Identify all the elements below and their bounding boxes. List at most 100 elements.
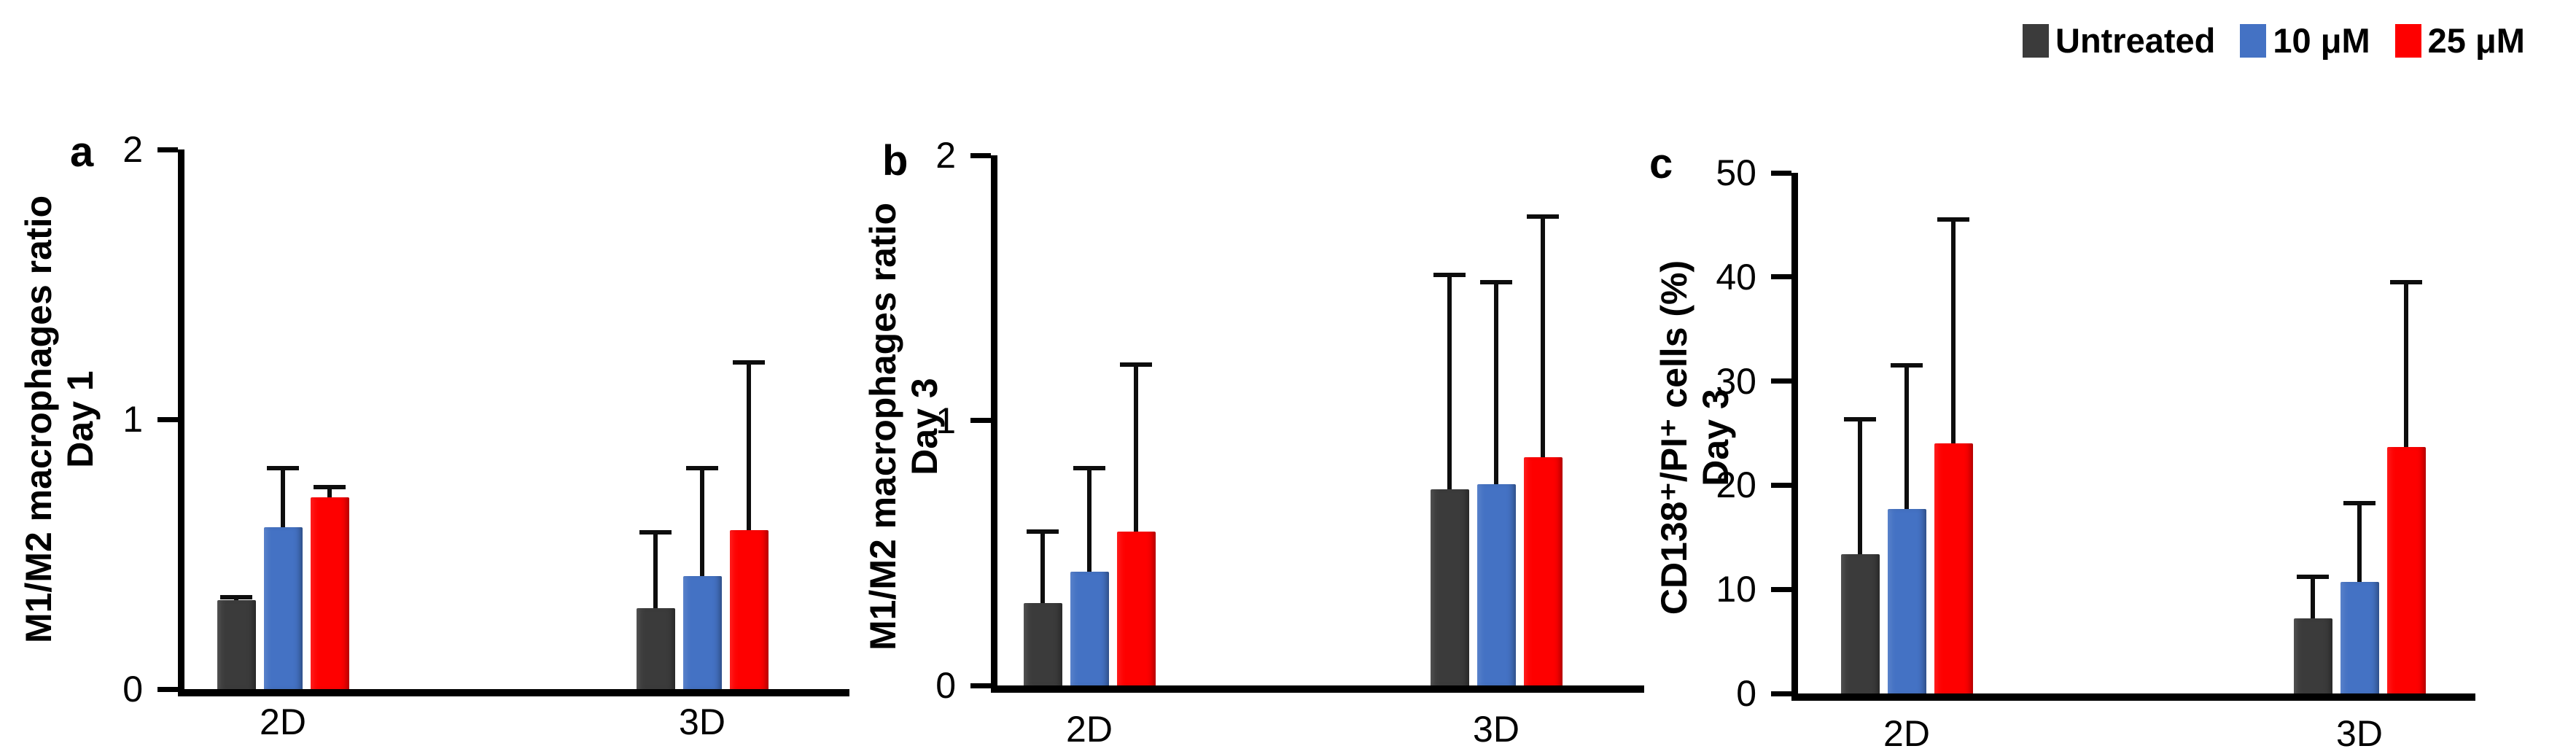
x-label-a-2D: 2D (260, 701, 306, 742)
y-tick-label-c-40: 40 (1716, 256, 1756, 298)
error-bar-cap-2D-10-μm (1891, 363, 1923, 368)
y-tick-b-1 (970, 418, 991, 423)
y-axis-title-c-line2: Day 3 (1695, 389, 1736, 486)
legend-item-25um: 25 μM (2394, 21, 2525, 60)
y-tick-c-0 (1771, 691, 1791, 696)
y-tick-label-c-50: 50 (1716, 152, 1756, 193)
y-tick-label-a-2: 2 (122, 129, 143, 170)
error-bar-cap-3D-10-μm (1480, 280, 1512, 285)
error-bar-cap-2D-10-μm (1073, 465, 1105, 470)
error-bar-cap-2D-untreated (1844, 417, 1876, 422)
y-axis-c (1791, 173, 1798, 701)
y-tick-c-30 (1771, 378, 1791, 384)
y-axis-title-b: M1/M2 macrophages ratio Day 3 (863, 203, 946, 650)
bar-3D-25-μm (2386, 446, 2426, 693)
error-bar-line-3D-25-μm (2404, 281, 2408, 447)
y-tick-label-c-30: 30 (1716, 360, 1756, 402)
error-bar-line-2D-untreated (234, 597, 238, 600)
x-label-b-2D: 2D (1066, 709, 1113, 750)
x-axis-a (178, 689, 849, 696)
y-tick-a-2 (157, 147, 178, 152)
error-bar-line-2D-untreated (1040, 532, 1045, 604)
y-tick-label-c-0: 0 (1736, 673, 1756, 714)
y-tick-c-40 (1771, 274, 1791, 280)
error-bar-cap-2D-untreated (220, 595, 252, 600)
error-bar-cap-3D-untreated (1433, 272, 1466, 277)
legend-swatch-25um-icon (2394, 23, 2421, 58)
y-axis-b (991, 155, 997, 693)
legend-item-untreated: Untreated (2023, 23, 2215, 58)
y-axis-title-a-line1: M1/M2 macrophages ratio (18, 195, 59, 644)
bar-2D-untreated (217, 599, 256, 689)
bar-2D-untreated (1023, 603, 1062, 685)
y-tick-label-c-20: 20 (1716, 465, 1756, 506)
y-tick-label-c-10: 10 (1716, 569, 1756, 610)
error-bar-cap-3D-25-μm (1527, 214, 1559, 219)
y-tick-label-b-2: 2 (935, 135, 956, 176)
error-bar-cap-3D-10-μm (686, 465, 718, 470)
error-bar-line-3D-untreated (1447, 274, 1452, 489)
y-axis-title-a: M1/M2 macrophages ratio Day 1 (18, 195, 101, 643)
legend: Untreated 10 μM 25 μM (2023, 23, 2525, 58)
y-axis-a (178, 149, 184, 696)
error-bar-cap-3D-untreated (639, 530, 672, 535)
error-bar-line-3D-10-μm (2357, 502, 2362, 583)
y-tick-label-a-1: 1 (122, 399, 143, 440)
legend-label-10um: 10 μM (2273, 21, 2370, 60)
y-axis-title-c: CD138⁺/PI⁺ cells (%) Day 3 (1654, 260, 1737, 615)
x-axis-b (991, 685, 1644, 693)
legend-label-25um: 25 μM (2427, 21, 2525, 60)
legend-swatch-untreated-icon (2023, 23, 2049, 58)
x-label-a-3D: 3D (679, 701, 725, 742)
legend-label-untreated: Untreated (2055, 21, 2216, 60)
error-bar-cap-3D-untreated (2297, 575, 2329, 580)
y-tick-b-2 (970, 152, 991, 158)
error-bar-line-2D-10-μm (1087, 467, 1092, 572)
error-bar-line-2D-25-μm (1134, 365, 1138, 532)
panel-letter-b: b (882, 137, 908, 184)
error-bar-line-3D-25-μm (1541, 216, 1545, 458)
error-bar-cap-2D-10-μm (267, 465, 299, 470)
bar-2D-10-μm (1887, 509, 1926, 693)
bar-3D-25-μm (1523, 457, 1563, 685)
error-bar-line-3D-10-μm (1494, 282, 1498, 484)
x-label-c-3D: 3D (2336, 713, 2383, 754)
y-tick-label-b-1: 1 (935, 400, 956, 441)
legend-swatch-10um-icon (2240, 23, 2267, 58)
bar-3D-10-μm (1476, 483, 1516, 685)
y-tick-c-50 (1771, 170, 1791, 176)
bar-2D-25-μm (1934, 443, 1973, 693)
error-bar-cap-2D-untreated (1027, 529, 1059, 535)
x-axis-c (1791, 693, 2475, 701)
error-bar-line-2D-10-μm (281, 467, 285, 527)
y-tick-label-a-0: 0 (122, 669, 143, 710)
error-bar-cap-3D-10-μm (2343, 500, 2375, 505)
bar-3D-untreated (1430, 489, 1469, 685)
error-bar-line-2D-25-μm (327, 486, 332, 498)
x-label-b-3D: 3D (1473, 709, 1519, 750)
bar-2D-10-μm (1070, 571, 1109, 685)
bar-3D-untreated (636, 608, 675, 689)
error-bar-cap-2D-25-μm (1120, 362, 1152, 368)
panel-letter-a: a (70, 128, 94, 176)
error-bar-cap-2D-25-μm (314, 484, 346, 489)
y-tick-a-1 (157, 416, 178, 422)
y-tick-c-10 (1771, 586, 1791, 592)
x-label-c-2D: 2D (1883, 713, 1930, 754)
error-bar-line-3D-untreated (653, 532, 658, 608)
bar-2D-25-μm (310, 497, 349, 689)
error-bar-line-2D-25-μm (1951, 219, 1956, 444)
bar-3D-untreated (2293, 618, 2332, 693)
bar-2D-untreated (1840, 553, 1880, 693)
error-bar-line-2D-untreated (1858, 419, 1862, 554)
error-bar-cap-3D-25-μm (2390, 279, 2422, 284)
y-axis-title-b-line2: Day 3 (904, 378, 945, 475)
legend-item-10um: 10 μM (2240, 23, 2370, 58)
error-bar-cap-2D-25-μm (1937, 217, 1969, 222)
error-bar-line-3D-25-μm (747, 362, 751, 530)
y-axis-title-c-line1: CD138⁺/PI⁺ cells (%) (1654, 260, 1694, 615)
error-bar-line-2D-10-μm (1904, 365, 1909, 510)
